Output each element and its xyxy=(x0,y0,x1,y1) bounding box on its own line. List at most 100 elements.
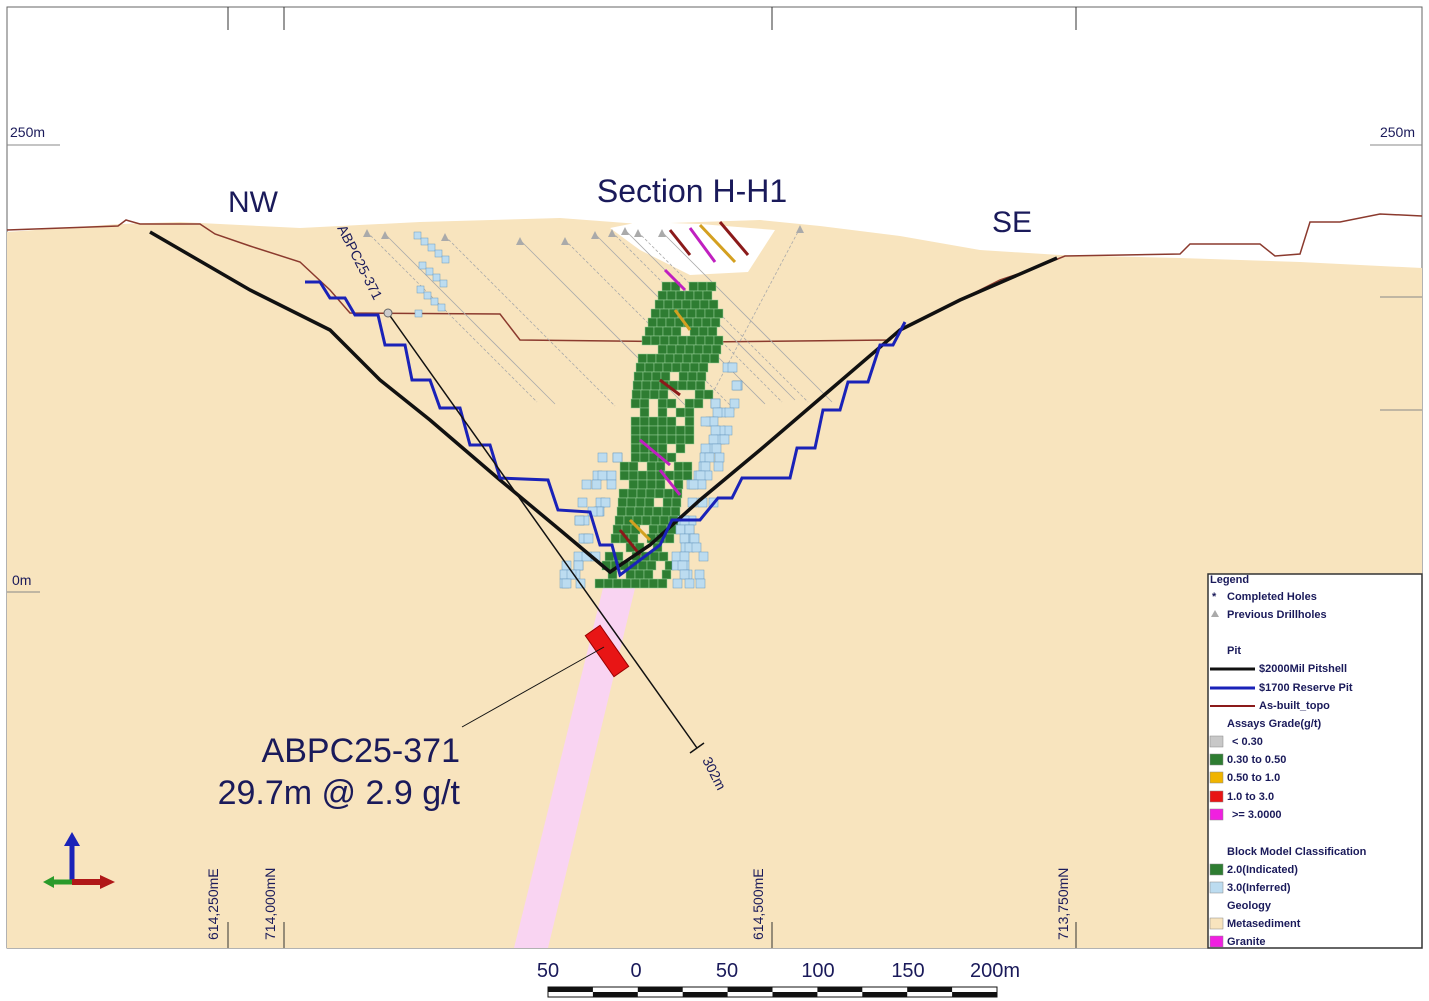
inferred-block xyxy=(713,461,724,472)
grid-label: 714,000mN xyxy=(262,868,278,940)
hole-marker xyxy=(634,229,642,237)
indicated-block xyxy=(628,461,639,472)
inferred-block xyxy=(561,578,572,589)
hole-marker xyxy=(796,225,804,233)
legend-item: Granite xyxy=(1227,936,1266,948)
inferred-block xyxy=(574,515,585,526)
indicated-block xyxy=(701,317,712,328)
indicated-block xyxy=(630,452,641,463)
indicated-block xyxy=(644,497,655,508)
legend-item: Pit xyxy=(1227,645,1241,657)
grid-labels: 614,250mE 714,000mN 614,500mE 713,750mN xyxy=(205,868,1071,940)
inferred-block xyxy=(695,470,706,481)
legend-item: Metasediment xyxy=(1227,918,1301,930)
inferred-block xyxy=(712,407,723,418)
scale-seg xyxy=(772,992,818,997)
elev-label: 250m xyxy=(10,124,45,140)
legend-item: Previous Drillholes xyxy=(1227,609,1327,621)
hole-end xyxy=(689,742,705,754)
indicated-block xyxy=(641,515,652,526)
hole-marker xyxy=(561,237,569,245)
indicated-block xyxy=(634,506,645,517)
indicated-block xyxy=(666,434,677,445)
indicated-block xyxy=(639,452,650,463)
legend-swatch xyxy=(1209,735,1224,748)
indicated-block xyxy=(630,425,641,436)
assay-interval xyxy=(663,268,687,292)
indicated-block xyxy=(659,335,670,346)
indicated-block xyxy=(697,281,708,292)
scale-label: 150 xyxy=(891,960,924,982)
hole-marker xyxy=(516,237,524,245)
orientation-icon xyxy=(43,832,115,889)
legend-title: Legend xyxy=(1210,574,1249,586)
inferred-block xyxy=(606,479,617,490)
indicated-block xyxy=(646,560,657,571)
indicated-block xyxy=(693,290,704,301)
legend-item: 0.50 to 1.0 xyxy=(1227,772,1280,784)
legend-swatch xyxy=(1209,863,1224,876)
inferred-block xyxy=(684,524,695,535)
indicated-block xyxy=(648,416,659,427)
scale-seg xyxy=(817,987,863,992)
indicated-block xyxy=(652,506,663,517)
indicated-block xyxy=(650,515,661,526)
intercept-hole: ABPC25-371 xyxy=(262,732,460,770)
inferred-block xyxy=(583,533,594,544)
indicated-block xyxy=(675,425,686,436)
inferred-block xyxy=(708,416,719,427)
legend-item: Completed Holes xyxy=(1227,591,1317,603)
inferred-block xyxy=(708,434,719,445)
indicated-block xyxy=(630,398,641,409)
indicated-block xyxy=(639,416,650,427)
indicated-block xyxy=(648,578,659,589)
indicated-block xyxy=(661,281,672,292)
indicated-block xyxy=(708,299,719,310)
indicated-block xyxy=(689,362,700,373)
legend-swatch xyxy=(1209,808,1224,821)
inferred-block xyxy=(597,452,608,463)
indicated-block xyxy=(687,371,698,382)
indicated-block xyxy=(621,578,632,589)
inferred-block xyxy=(724,407,735,418)
previous-hole xyxy=(384,233,556,405)
indicated-block xyxy=(639,407,650,418)
indicated-block xyxy=(640,389,651,400)
legend-item: $1700 Reserve Pit xyxy=(1259,682,1353,694)
indicated-block xyxy=(657,443,668,454)
indicated-block xyxy=(695,308,706,319)
indicated-block xyxy=(637,353,648,364)
indicated-block xyxy=(642,371,653,382)
indicated-block xyxy=(653,326,664,337)
inferred-block xyxy=(441,255,450,264)
indicated-block xyxy=(666,398,677,409)
indicated-block xyxy=(713,335,724,346)
inferred-block xyxy=(714,452,725,463)
indicated-block xyxy=(704,308,715,319)
indicated-block xyxy=(693,344,704,355)
indicated-block xyxy=(657,416,668,427)
indicated-block xyxy=(643,506,654,517)
indicated-block xyxy=(625,506,636,517)
indicated-block xyxy=(671,326,682,337)
indicated-block xyxy=(657,434,668,445)
legend-item: $2000Mil Pitshell xyxy=(1259,663,1347,675)
legend-item: Block Model Classification xyxy=(1227,846,1367,858)
granite xyxy=(514,580,637,948)
indicated-block xyxy=(689,326,700,337)
assay-interval xyxy=(718,221,750,256)
indicated-block xyxy=(641,335,652,346)
inferred-block xyxy=(719,434,730,445)
indicated-block xyxy=(655,353,666,364)
indicated-block xyxy=(650,308,661,319)
indicated-block xyxy=(627,488,638,499)
indicated-block xyxy=(666,344,677,355)
indicated-block xyxy=(654,488,665,499)
inferred-block xyxy=(413,231,422,240)
assay-interval xyxy=(658,469,682,496)
indicated-block xyxy=(657,398,668,409)
section-title: Section H-H1 xyxy=(597,173,787,209)
indicated-block xyxy=(617,497,628,508)
indicated-block xyxy=(661,569,672,580)
